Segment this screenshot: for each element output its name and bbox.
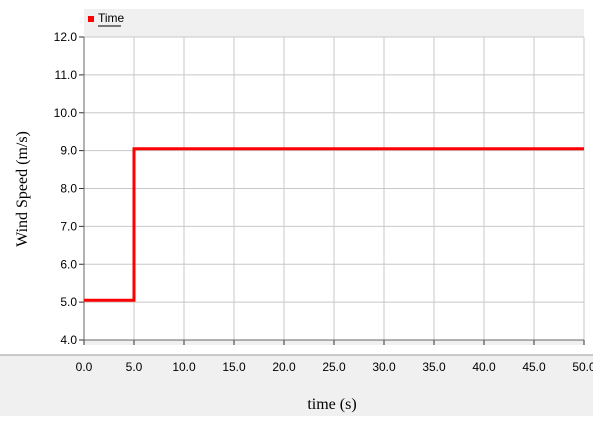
x-tick-label: 10.0	[172, 360, 196, 374]
y-tick-label: 10.0	[54, 106, 78, 120]
x-tick-label: 45.0	[522, 360, 546, 374]
y-tick-label: 4.0	[60, 333, 77, 347]
y-tick-label: 6.0	[60, 257, 77, 271]
y-tick-label: 8.0	[60, 182, 77, 196]
x-tick-label: 40.0	[472, 360, 496, 374]
y-axis-title: Wind Speed (m/s)	[14, 131, 31, 247]
x-axis-title: time (s)	[307, 396, 356, 413]
legend: Time	[88, 11, 125, 27]
series-line	[84, 147, 584, 302]
y-tick-label: 9.0	[60, 144, 77, 158]
x-tick-label: 0.0	[76, 360, 93, 374]
x-tick-label: 50.0	[572, 360, 593, 374]
x-tick-label: 35.0	[422, 360, 446, 374]
x-tick-label: 5.0	[126, 360, 143, 374]
tick-labels: 0.0 5.0 10.0 15.0 20.0 25.0 30.0 35.0 40.0 45.0 50…	[54, 30, 593, 374]
x-tick-label: 25.0	[322, 360, 346, 374]
y-tick-label: 12.0	[54, 30, 78, 44]
legend-label: Time	[98, 11, 125, 25]
series-lines	[84, 147, 584, 302]
x-tick-label: 15.0	[222, 360, 246, 374]
y-tick-label: 11.0	[55, 68, 78, 82]
y-tick-label: 5.0	[60, 295, 77, 309]
axes	[79, 36, 585, 345]
bottom-band	[0, 355, 593, 416]
x-tick-label: 30.0	[372, 360, 396, 374]
legend-swatch	[88, 16, 94, 22]
y-tick-label: 7.0	[60, 219, 77, 233]
x-tick-label: 20.0	[272, 360, 296, 374]
